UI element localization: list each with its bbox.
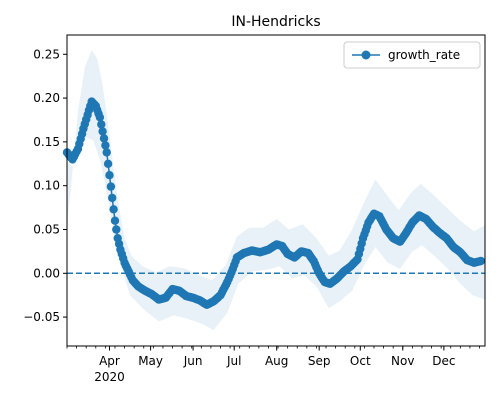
- legend-box: [343, 41, 481, 69]
- y-tick-label: 0.00: [33, 266, 60, 280]
- x-tick-label: Apr: [99, 354, 120, 368]
- x-axis: Apr 2020 May Jun Jul Aug Sep Oct Nov Dec: [66, 346, 480, 384]
- x-tick-label: Oct: [350, 354, 371, 368]
- x-tick-label: Jul: [226, 354, 241, 368]
- x-tick-label: Aug: [265, 354, 288, 368]
- growth-rate-markers: [62, 97, 486, 309]
- y-axis: −0.05 0.00 0.05 0.10 0.15 0.20 0.25: [23, 47, 67, 324]
- data-point: [109, 205, 118, 214]
- x-tick-label: Jun: [183, 354, 203, 368]
- chart-title: IN-Hendricks: [231, 14, 320, 30]
- data-point: [101, 141, 110, 150]
- data-point: [103, 159, 113, 168]
- data-point: [108, 193, 117, 203]
- x-tick-label: Dec: [432, 354, 455, 368]
- y-tick-label: 0.20: [33, 91, 60, 105]
- data-point: [97, 120, 106, 129]
- legend: growth_rate: [343, 41, 481, 69]
- x-tick-label: Nov: [391, 354, 414, 368]
- axes-frame: [66, 34, 486, 347]
- plot-area: [62, 49, 486, 331]
- legend-label: growth_rate: [388, 48, 460, 62]
- data-point: [95, 113, 105, 122]
- y-tick-label: 0.25: [33, 47, 60, 61]
- y-tick-label: 0.05: [33, 222, 60, 236]
- y-tick-label: 0.15: [33, 135, 60, 149]
- y-tick-label: −0.05: [23, 310, 60, 324]
- data-point: [105, 171, 114, 180]
- x-tick-label: May: [138, 354, 163, 368]
- data-point: [98, 127, 107, 136]
- data-point: [476, 256, 486, 266]
- legend-marker: [361, 50, 371, 60]
- y-tick-label: 0.10: [33, 179, 60, 193]
- data-point: [110, 216, 120, 225]
- x-tick-sublabel: 2020: [94, 370, 125, 384]
- data-point: [112, 225, 121, 234]
- data-point: [99, 134, 109, 143]
- x-tick-label: Sep: [308, 354, 331, 368]
- data-point: [102, 148, 111, 157]
- data-point: [106, 182, 116, 191]
